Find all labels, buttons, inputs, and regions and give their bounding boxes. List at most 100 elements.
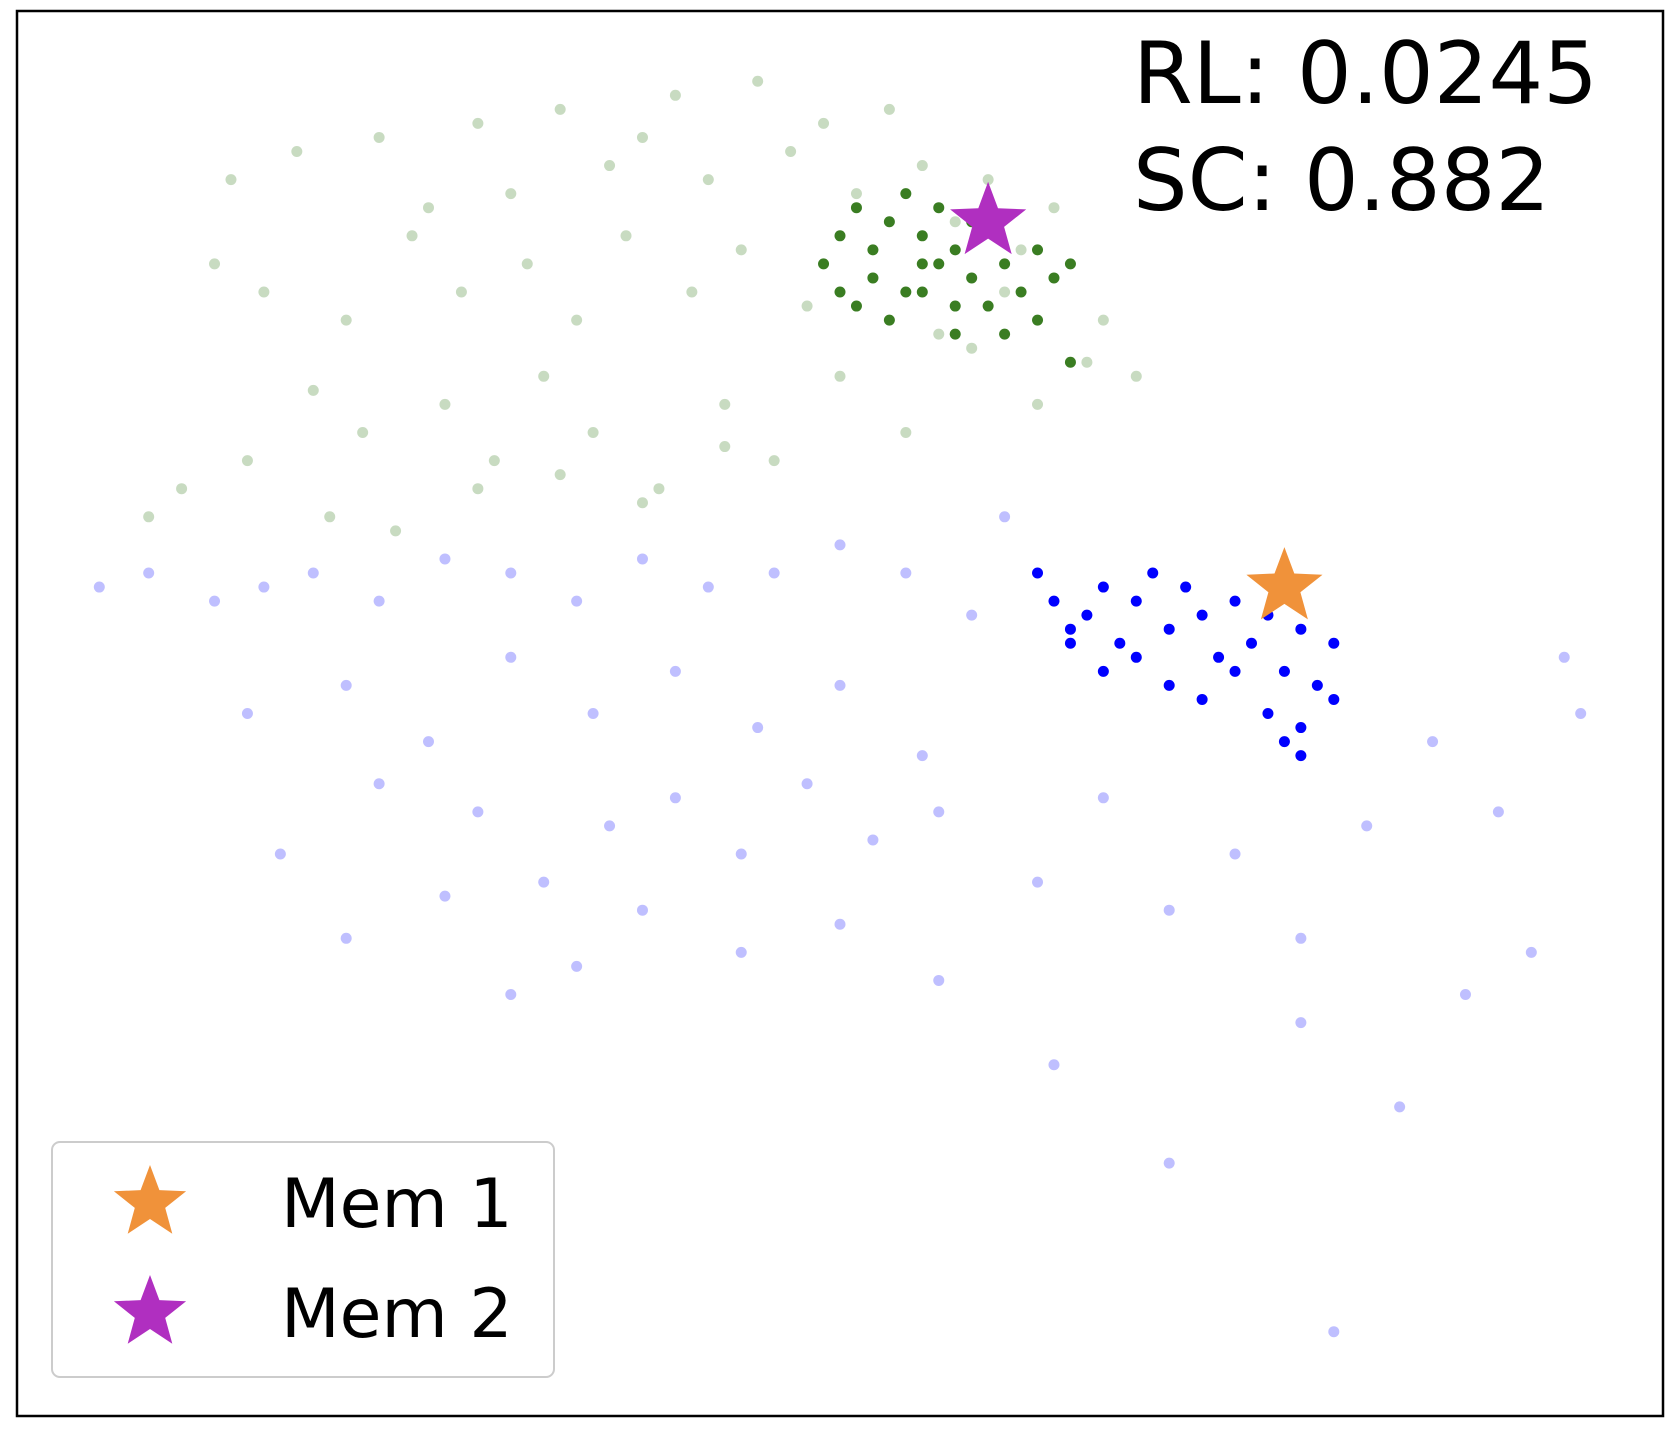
- point: [1295, 1017, 1307, 1029]
- point: [916, 230, 928, 242]
- point: [439, 398, 451, 410]
- point: [949, 216, 961, 228]
- point: [636, 553, 648, 565]
- point: [1311, 679, 1323, 691]
- point: [1295, 623, 1307, 635]
- point: [1130, 370, 1142, 382]
- point: [291, 146, 303, 157]
- point: [850, 188, 862, 200]
- point: [801, 300, 813, 312]
- point: [1032, 567, 1044, 579]
- point: [505, 567, 517, 579]
- point: [1394, 1101, 1406, 1113]
- point: [439, 890, 451, 902]
- point: [604, 160, 616, 172]
- point: [1262, 708, 1274, 719]
- point: [752, 75, 764, 87]
- point: [916, 258, 928, 270]
- point: [933, 974, 945, 986]
- point: [867, 834, 879, 846]
- point: [505, 989, 517, 1000]
- point: [949, 300, 961, 312]
- point: [604, 820, 616, 832]
- point: [274, 848, 286, 860]
- point: [571, 314, 583, 326]
- star-marker: [1246, 547, 1323, 620]
- legend-star: [113, 1275, 187, 1344]
- point: [143, 567, 155, 579]
- point: [505, 188, 517, 200]
- point: [241, 455, 253, 467]
- point: [834, 679, 846, 691]
- point: [1032, 398, 1044, 410]
- point: [867, 244, 879, 256]
- points: [93, 75, 1587, 1338]
- point: [818, 117, 830, 129]
- point: [241, 708, 253, 719]
- point: [818, 258, 830, 270]
- point: [1278, 736, 1290, 748]
- point: [587, 708, 599, 719]
- point: [1328, 637, 1340, 649]
- point: [735, 848, 747, 860]
- point: [1295, 932, 1307, 944]
- point: [1130, 651, 1142, 663]
- point: [1558, 651, 1570, 663]
- point: [472, 117, 484, 129]
- point: [1213, 651, 1225, 663]
- point: [1147, 567, 1159, 579]
- point: [1492, 806, 1504, 818]
- point: [636, 904, 648, 916]
- point: [1229, 665, 1241, 677]
- point: [768, 567, 780, 579]
- point: [834, 230, 846, 242]
- point: [1278, 665, 1290, 677]
- legend-label: Mem 1: [281, 1165, 513, 1244]
- point: [702, 174, 714, 186]
- point: [1048, 272, 1060, 284]
- point: [669, 665, 681, 677]
- point: [719, 441, 731, 453]
- point: [1361, 820, 1373, 832]
- legend-box: [51, 1141, 555, 1378]
- point: [1163, 679, 1175, 691]
- point: [1097, 314, 1109, 326]
- point: [554, 469, 566, 481]
- point: [999, 258, 1011, 270]
- point: [933, 806, 945, 818]
- point: [521, 258, 533, 270]
- point: [834, 539, 846, 551]
- point: [324, 511, 336, 523]
- point: [93, 581, 105, 593]
- point: [999, 328, 1011, 340]
- point: [834, 286, 846, 298]
- point: [1114, 637, 1126, 649]
- point: [1180, 581, 1192, 593]
- point: [1459, 989, 1471, 1000]
- point: [933, 202, 945, 214]
- point: [340, 932, 352, 944]
- point: [702, 581, 714, 593]
- point: [1525, 946, 1537, 958]
- point: [587, 427, 599, 438]
- point: [439, 553, 451, 565]
- annotation: RL: 0.0245: [1133, 24, 1598, 124]
- point: [735, 244, 747, 256]
- point: [340, 679, 352, 691]
- point: [1295, 722, 1307, 734]
- annotation: SC: 0.882: [1133, 131, 1550, 231]
- point: [850, 300, 862, 312]
- point: [850, 202, 862, 214]
- point: [620, 230, 632, 242]
- point: [209, 258, 221, 270]
- point: [933, 258, 945, 270]
- point: [883, 314, 895, 326]
- point: [258, 286, 270, 298]
- point: [258, 581, 270, 593]
- point: [752, 722, 764, 734]
- point: [636, 131, 648, 143]
- point: [982, 300, 994, 312]
- point: [900, 567, 912, 579]
- point: [686, 286, 698, 298]
